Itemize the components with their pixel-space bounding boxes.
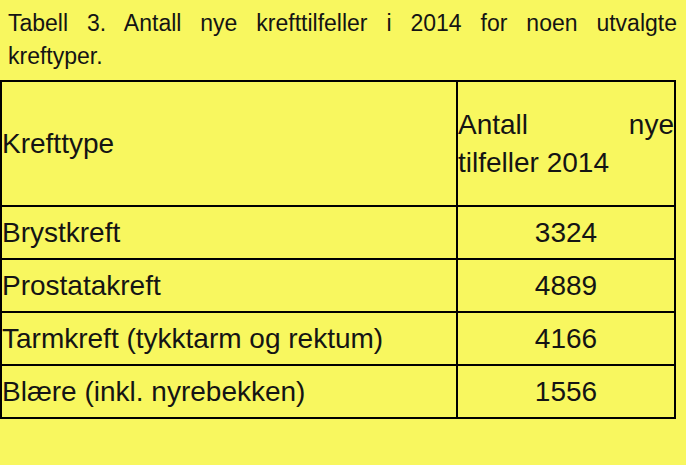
krefttype-cell: Prostatakreft [1, 259, 457, 312]
antall-cell: 4166 [457, 312, 675, 365]
krefttype-cell: Tarmkreft (tykktarm og rektum) [1, 312, 457, 365]
table-caption: Tabell 3. Antall nye krefttilfeller i 20… [0, 0, 686, 73]
table-row-brystkreft: Brystkreft 3324 [1, 206, 675, 259]
caption-line-2: kreftyper. [8, 40, 677, 73]
antall-cell: 3324 [457, 206, 675, 259]
table-row-tarmkreft: Tarmkreft (tykktarm og rektum) 4166 [1, 312, 675, 365]
krefttype-cell: Brystkreft [1, 206, 457, 259]
column-header-antall-line-1: Antall nye [458, 106, 674, 144]
table-row-prostatakreft: Prostatakreft 4889 [1, 259, 675, 312]
caption-line-1: Tabell 3. Antall nye krefttilfeller i 20… [8, 7, 677, 40]
krefttype-cell: Blære (inkl. nyrebekken) [1, 365, 457, 418]
column-header-antall-line-2: tilfeller 2014 [458, 144, 674, 182]
document-page: { "colors": { "background": "#F8F75F", "… [0, 0, 686, 465]
antall-cell: 1556 [457, 365, 675, 418]
column-header-krefttype: Krefttype [1, 81, 457, 206]
column-header-antall-nye-tilfeller: Antall nye tilfeller 2014 [457, 81, 675, 206]
table-header-row: Krefttype Antall nye tilfeller 2014 [1, 81, 675, 206]
table-row-blaere: Blære (inkl. nyrebekken) 1556 [1, 365, 675, 418]
cancer-cases-table: Krefttype Antall nye tilfeller 2014 Brys… [0, 80, 676, 419]
antall-cell: 4889 [457, 259, 675, 312]
